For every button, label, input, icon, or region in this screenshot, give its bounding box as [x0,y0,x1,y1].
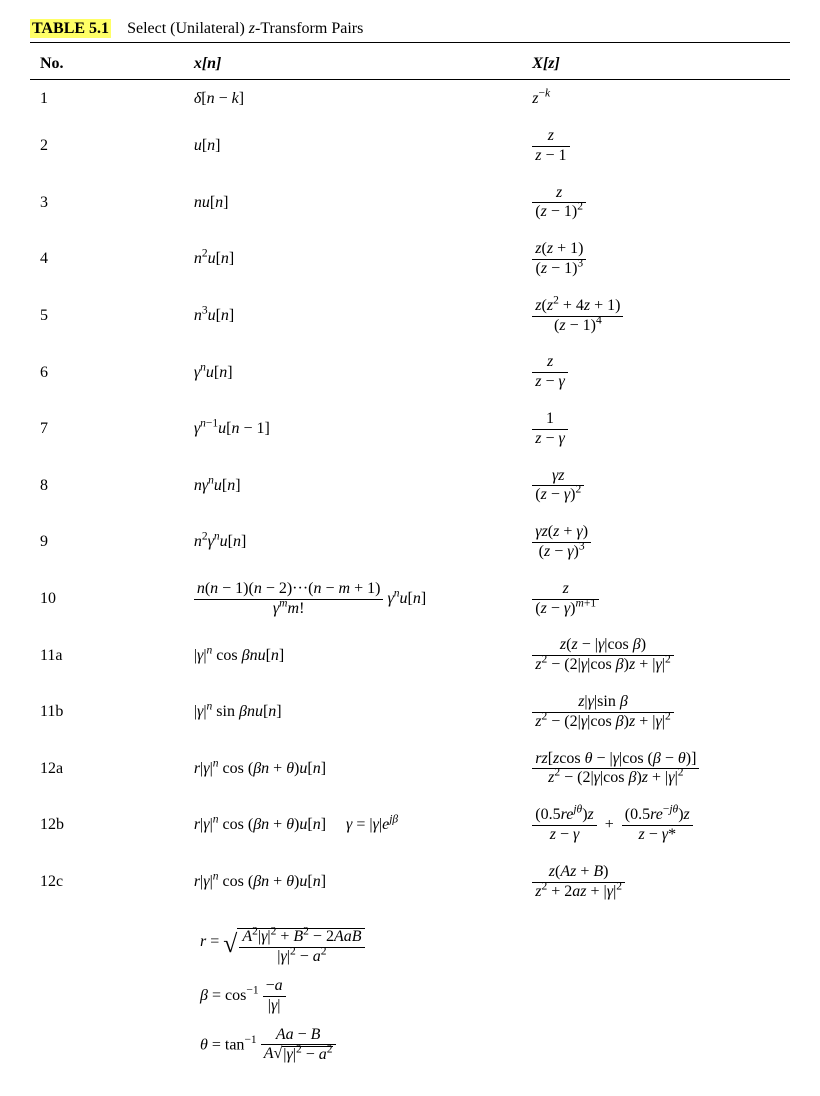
transform-table: No. x[n] X[z] 1 δ[n − k] z−k 2 u[n] zz −… [30,49,790,910]
formula-theta: θ = tan−1 Aa − B A√|γ|2 − a2 [200,1027,790,1065]
xn-cell: |γ|n cos βnu[n] [190,627,528,684]
xn-cell: n3u[n] [190,288,528,345]
formula-r: r = √ A2|γ|2 + B2 − 2AaB |γ|2 − a2 [200,928,790,966]
xn-cell: δ[n − k] [190,80,528,119]
table-row: 2 u[n] zz − 1 [30,118,790,175]
xz-cell: γz(z + γ)(z − γ)3 [528,514,790,571]
row-no: 6 [30,344,190,401]
row-no: 12a [30,741,190,798]
xn-cell: u[n] [190,118,528,175]
xn-cell: r|γ|n cos (βn + θ)u[n] [190,741,528,798]
table-label: TABLE 5.1 [30,19,111,38]
table-row: 8 nγnu[n] γz(z − γ)2 [30,458,790,515]
row-no: 12b [30,797,190,854]
row-no: 3 [30,175,190,232]
xn-cell: r|γ|n cos (βn + θ)u[n] γ = |γ|ejβ [190,797,528,854]
table-row: 9 n2γnu[n] γz(z + γ)(z − γ)3 [30,514,790,571]
xn-cell: γn−1u[n − 1] [190,401,528,458]
xz-cell: 1z − γ [528,401,790,458]
table-caption: Select (Unilateral) z-Transform Pairs [127,20,363,37]
table-row: 12b r|γ|n cos (βn + θ)u[n] γ = |γ|ejβ (0… [30,797,790,854]
xz-cell: z(z + 1)(z − 1)3 [528,231,790,288]
row-no: 2 [30,118,190,175]
table-row: 5 n3u[n] z(z2 + 4z + 1)(z − 1)4 [30,288,790,345]
table-row: 11a |γ|n cos βnu[n] z(z − |γ|cos β) z2 −… [30,627,790,684]
col-header-xz: X[z] [528,49,790,80]
col-header-no: No. [30,49,190,80]
caption-pre: Select (Unilateral) [127,20,249,37]
row-no: 5 [30,288,190,345]
xn-cell: nγnu[n] [190,458,528,515]
formula-beta: β = cos−1 −a|γ| [200,978,790,1015]
table-row: 4 n2u[n] z(z + 1)(z − 1)3 [30,231,790,288]
row-no: 4 [30,231,190,288]
xz-cell: z(z − γ)m+1 [528,571,790,628]
row-no: 1 [30,80,190,119]
table-row: 11b |γ|n sin βnu[n] z|γ|sin β z2 − (2|γ|… [30,684,790,741]
table-row: 6 γnu[n] zz − γ [30,344,790,401]
row-no: 9 [30,514,190,571]
xz-cell: z(z − |γ|cos β) z2 − (2|γ|cos β)z + |γ|2 [528,627,790,684]
col-header-xn: x[n] [190,49,528,80]
table-row: 10 n(n − 1)(n − 2)···(n − m + 1)γmm! γnu… [30,571,790,628]
xn-cell: n2u[n] [190,231,528,288]
table-row: 3 nu[n] z(z − 1)2 [30,175,790,232]
row-no: 10 [30,571,190,628]
xz-cell: z(z2 + 4z + 1)(z − 1)4 [528,288,790,345]
xn-cell: nu[n] [190,175,528,232]
xz-cell: z|γ|sin β z2 − (2|γ|cos β)z + |γ|2 [528,684,790,741]
row-no: 8 [30,458,190,515]
xz-cell: zz − 1 [528,118,790,175]
xn-cell: r|γ|n cos (βn + θ)u[n] [190,854,528,911]
caption-post: -Transform Pairs [255,20,363,37]
xz-cell: z−k [528,80,790,119]
xz-cell: (0.5rejθ)zz − γ + (0.5re−jθ)zz − γ* [528,797,790,854]
row-no: 11b [30,684,190,741]
xz-cell: zz − γ [528,344,790,401]
table-row: 12a r|γ|n cos (βn + θ)u[n] rz[zcos θ − |… [30,741,790,798]
table-row: 12c r|γ|n cos (βn + θ)u[n] z(Az + B) z2 … [30,854,790,911]
table-row: 7 γn−1u[n − 1] 1z − γ [30,401,790,458]
xz-cell: rz[zcos θ − |γ|cos (β − θ)] z2 − (2|γ|co… [528,741,790,798]
row-no: 7 [30,401,190,458]
table-heading: TABLE 5.1 Select (Unilateral) z-Transfor… [30,20,790,43]
xn-cell: n(n − 1)(n − 2)···(n − m + 1)γmm! γnu[n] [190,571,528,628]
footer-formulas: r = √ A2|γ|2 + B2 − 2AaB |γ|2 − a2 β = c… [30,928,790,1064]
table-row: 1 δ[n − k] z−k [30,80,790,119]
row-no: 12c [30,854,190,911]
row-no: 11a [30,627,190,684]
xn-cell: n2γnu[n] [190,514,528,571]
xz-cell: z(Az + B) z2 + 2az + |γ|2 [528,854,790,911]
xz-cell: γz(z − γ)2 [528,458,790,515]
xn-cell: γnu[n] [190,344,528,401]
xz-cell: z(z − 1)2 [528,175,790,232]
xn-cell: |γ|n sin βnu[n] [190,684,528,741]
